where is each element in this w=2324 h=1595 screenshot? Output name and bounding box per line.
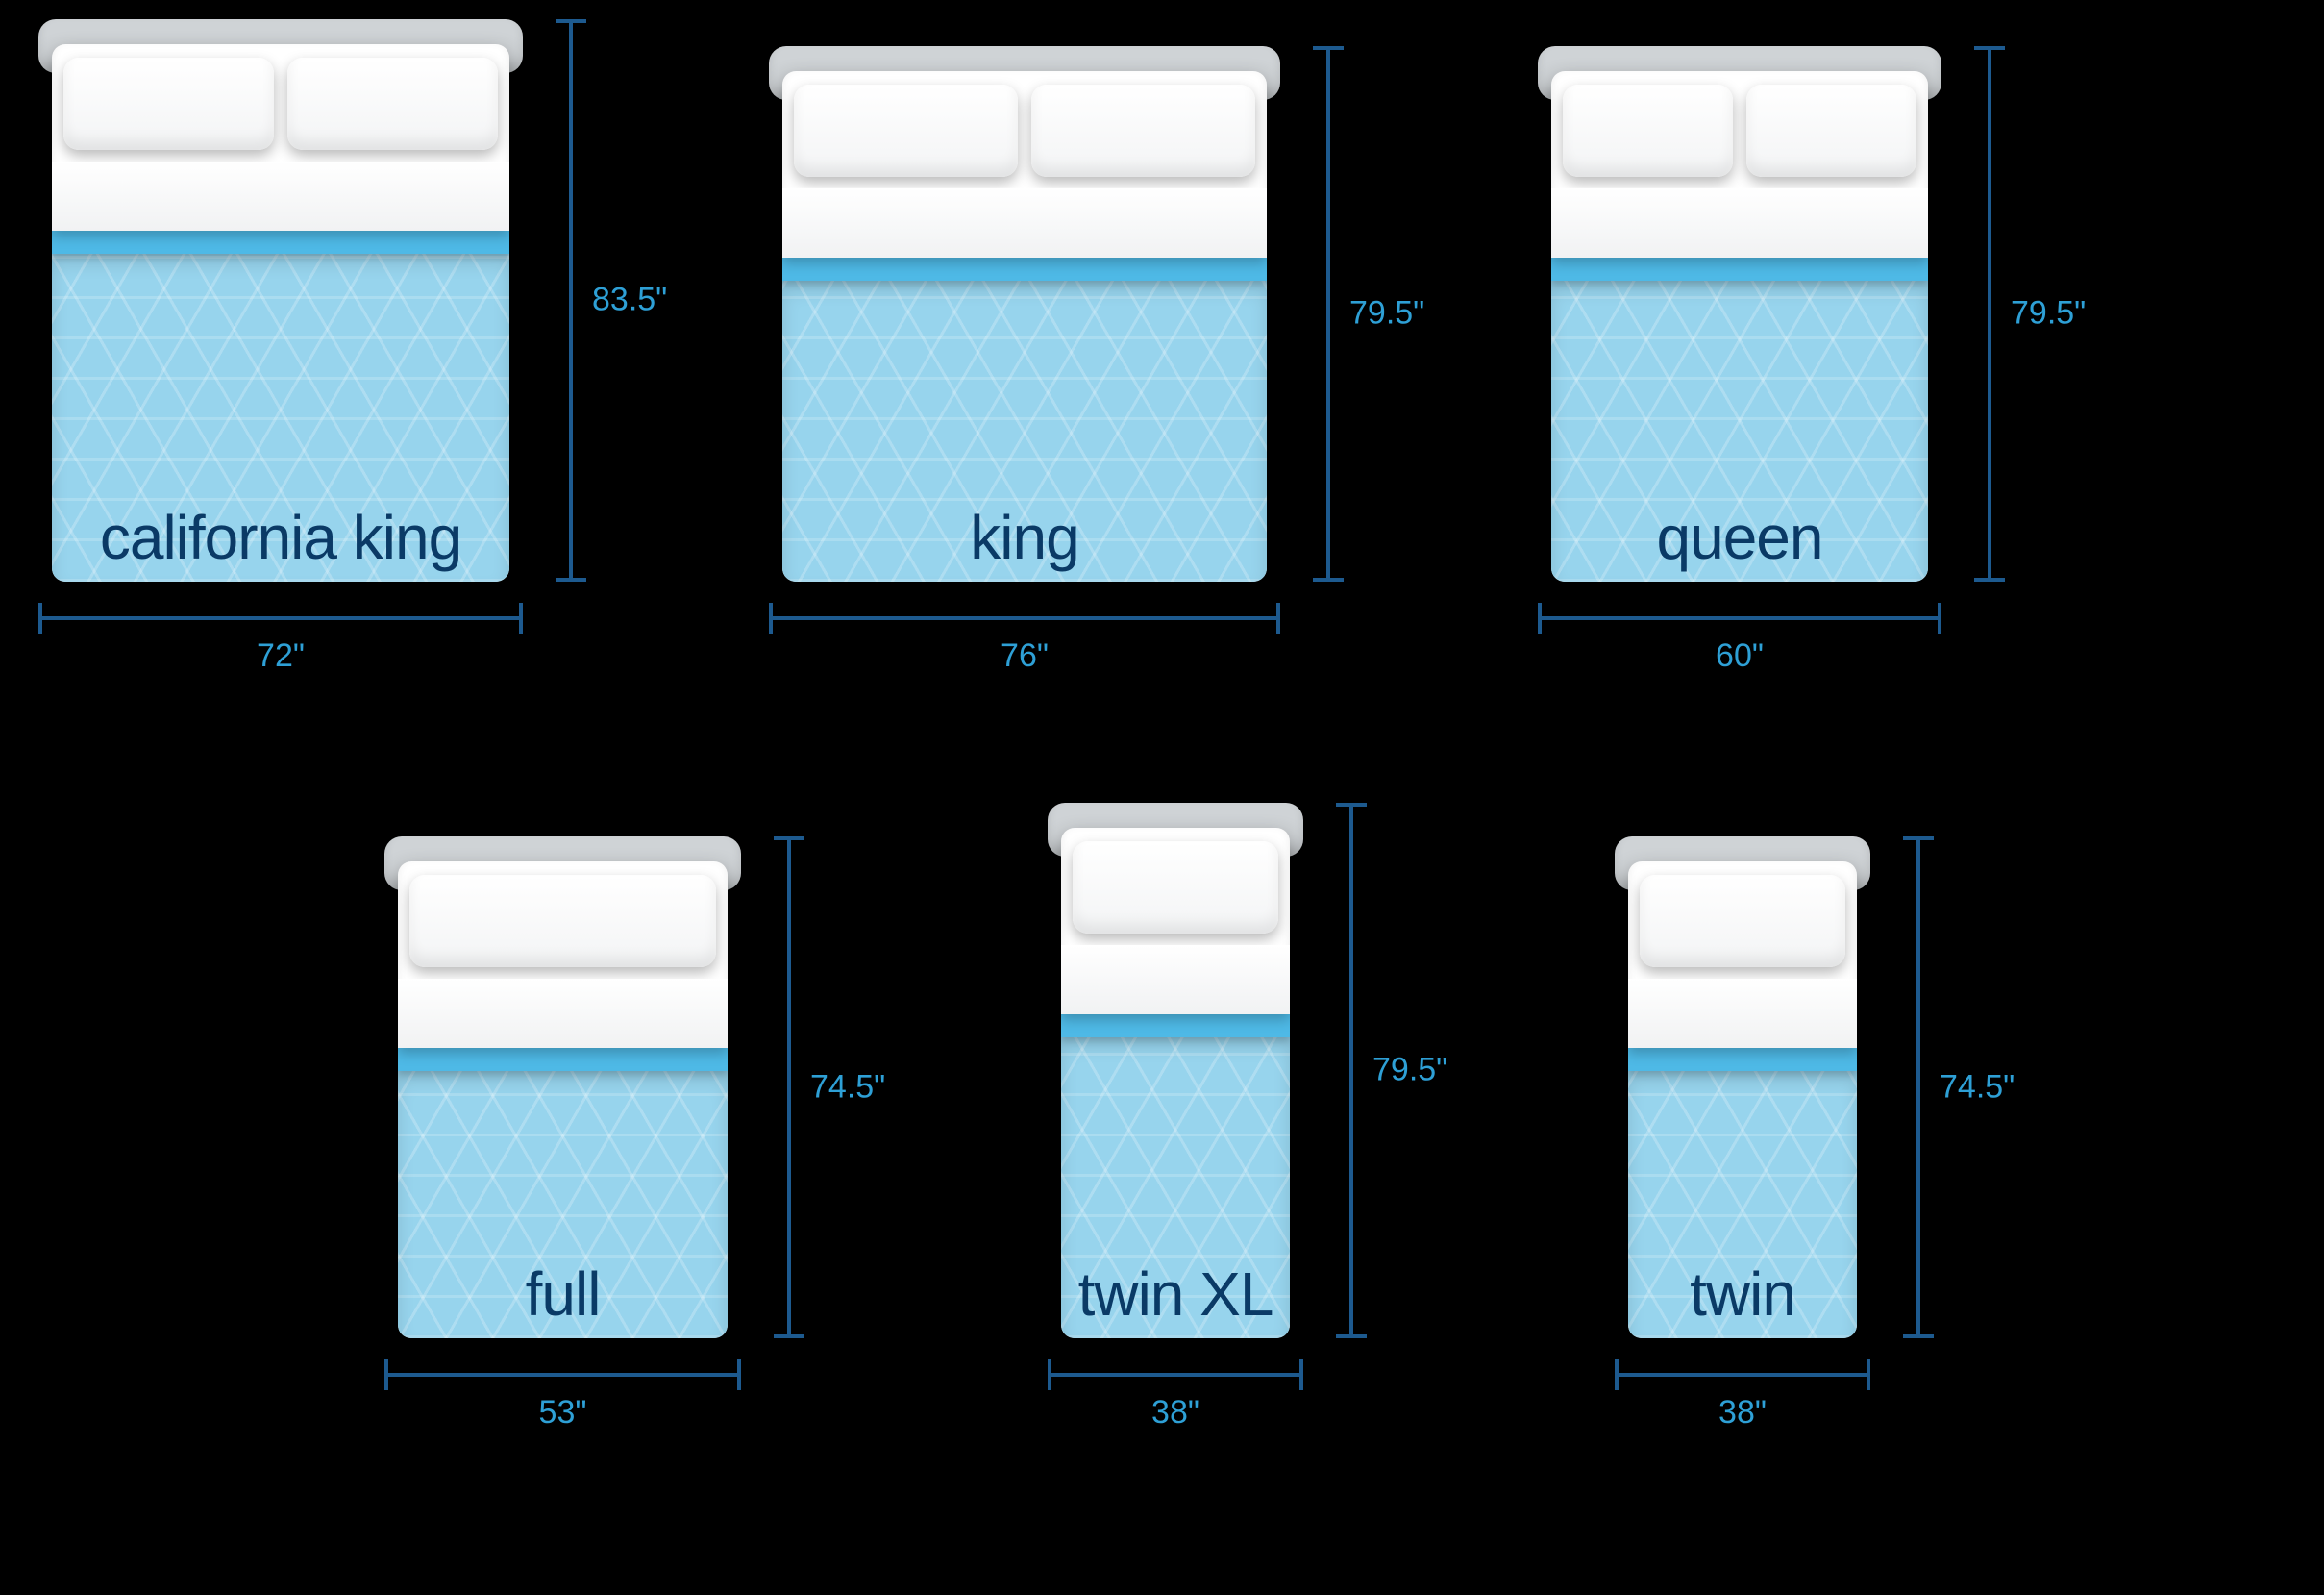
width-ruler: 38" — [1048, 1356, 1303, 1394]
sheet-area — [52, 162, 509, 582]
width-ruler: 38" — [1615, 1356, 1870, 1394]
pillow — [1563, 85, 1733, 177]
bed-group-queen: queen79.5"60" — [1538, 46, 1941, 582]
width-value: 53" — [539, 1394, 587, 1432]
bed-group-cal-king: california king83.5"72" — [38, 19, 523, 582]
length-ruler: 79.5" — [1970, 46, 2009, 582]
bed-full: full — [384, 836, 741, 1338]
bed-twin-xl: twin XL — [1048, 803, 1303, 1338]
sheet-fold — [1061, 945, 1290, 1014]
sheet-fold — [52, 162, 509, 231]
bed-queen: queen — [1538, 46, 1941, 582]
width-ruler: 72" — [38, 599, 523, 637]
length-value: 79.5" — [1349, 295, 1424, 333]
pillow-row — [1073, 841, 1278, 934]
bed-group-full: full74.5"53" — [384, 836, 741, 1338]
pillow — [409, 875, 716, 967]
width-ruler: 76" — [769, 599, 1280, 637]
sheet-area — [1551, 188, 1928, 582]
blanket — [52, 254, 509, 582]
width-value: 38" — [1718, 1394, 1767, 1432]
sheet-fold — [1551, 188, 1928, 258]
sheet-fold — [398, 979, 728, 1048]
width-ruler: 60" — [1538, 599, 1941, 637]
pillow-row — [63, 58, 498, 150]
length-ruler: 79.5" — [1332, 803, 1371, 1338]
pillow — [1073, 841, 1278, 934]
sheet-band — [1061, 1014, 1290, 1037]
pillow — [1640, 875, 1845, 967]
pillow-row — [409, 875, 716, 967]
width-value: 72" — [257, 637, 305, 675]
width-value: 76" — [1001, 637, 1049, 675]
length-value: 79.5" — [2011, 295, 2086, 333]
sheet-band — [782, 258, 1267, 281]
length-value: 83.5" — [592, 282, 667, 319]
sheet-fold — [782, 188, 1267, 258]
length-value: 74.5" — [1940, 1068, 2015, 1106]
length-value: 79.5" — [1372, 1052, 1447, 1089]
sheet-area — [1628, 979, 1857, 1338]
sheet-fold — [1628, 979, 1857, 1048]
pillow — [63, 58, 274, 150]
sheet-band — [1551, 258, 1928, 281]
length-ruler: 74.5" — [770, 836, 808, 1338]
blanket — [782, 281, 1267, 582]
sheet-area — [782, 188, 1267, 582]
pillow-row — [1563, 85, 1916, 177]
bed-cal-king: california king — [38, 19, 523, 582]
pillow-row — [1640, 875, 1845, 967]
pillow-row — [794, 85, 1255, 177]
sheet-area — [1061, 945, 1290, 1338]
bed-group-twin-xl: twin XL79.5"38" — [1048, 803, 1303, 1338]
pillow — [287, 58, 498, 150]
blanket — [1551, 281, 1928, 582]
bed-king: king — [769, 46, 1280, 582]
pillow — [1746, 85, 1916, 177]
sheet-area — [398, 979, 728, 1338]
bed-twin: twin — [1615, 836, 1870, 1338]
bed-group-king: king79.5"76" — [769, 46, 1280, 582]
width-value: 60" — [1716, 637, 1764, 675]
length-ruler: 79.5" — [1309, 46, 1347, 582]
blanket — [1061, 1037, 1290, 1338]
length-ruler: 74.5" — [1899, 836, 1938, 1338]
length-ruler: 83.5" — [552, 19, 590, 582]
sheet-band — [52, 231, 509, 254]
blanket — [398, 1071, 728, 1338]
length-value: 74.5" — [810, 1068, 885, 1106]
pillow — [794, 85, 1018, 177]
width-ruler: 53" — [384, 1356, 741, 1394]
width-value: 38" — [1151, 1394, 1199, 1432]
sheet-band — [1628, 1048, 1857, 1071]
pillow — [1031, 85, 1255, 177]
sheet-band — [398, 1048, 728, 1071]
blanket — [1628, 1071, 1857, 1338]
bed-group-twin: twin74.5"38" — [1615, 836, 1870, 1338]
